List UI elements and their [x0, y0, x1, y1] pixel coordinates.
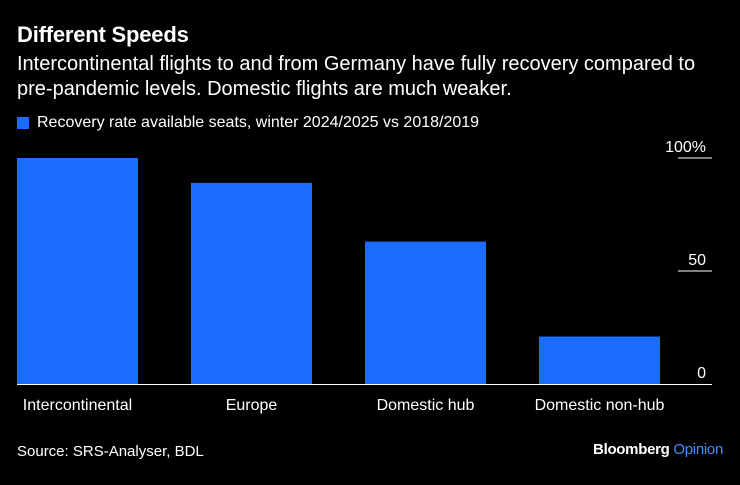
legend-label: Recovery rate available seats, winter 20…	[37, 114, 480, 131]
y-tick-label: 50	[688, 252, 706, 269]
bar-domestic-non-hub	[539, 336, 660, 384]
source-note: Source: SRS-Analyser, BDL	[17, 443, 204, 460]
legend-swatch	[17, 117, 29, 129]
bar-domestic-hub	[365, 241, 486, 384]
x-category-label: Domestic non-hub	[535, 397, 665, 414]
x-category-label: Domestic hub	[377, 397, 475, 414]
legend: Recovery rate available seats, winter 20…	[17, 114, 479, 132]
bar-chart: 0 50 100% Intercontinental Europe Domestic hu…	[17, 139, 712, 414]
x-category-label: Intercontinental	[23, 397, 132, 414]
chart-subtitle: Intercontinental flights to and from Ger…	[17, 53, 696, 100]
x-category-label: Europe	[226, 397, 278, 414]
brand-accent: Opinion	[673, 441, 723, 458]
y-tick-label: 100%	[665, 139, 706, 156]
chart-title: Different Speeds	[17, 22, 189, 47]
brand-main: Bloomberg	[593, 441, 670, 458]
brand-logo: Bloomberg Opinion	[593, 441, 723, 458]
bar-europe	[191, 182, 312, 384]
y-tick-label: 0	[697, 365, 706, 382]
bar-intercontinental	[17, 158, 138, 384]
